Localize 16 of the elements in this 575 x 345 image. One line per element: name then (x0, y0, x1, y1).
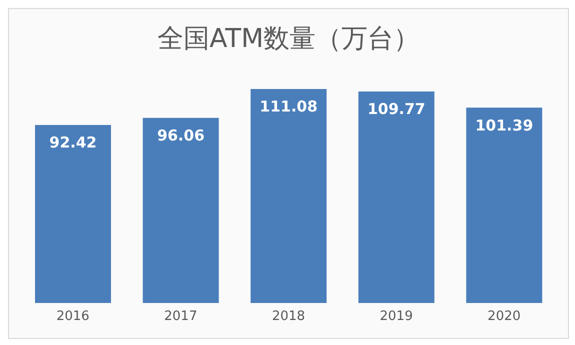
bar (35, 124, 111, 303)
bar (250, 89, 327, 303)
data-label: 92.42 (49, 134, 97, 152)
x-tick-label: 2016 (56, 309, 90, 324)
data-label: 101.39 (475, 116, 534, 134)
x-tick-label: 2020 (488, 309, 521, 324)
chart-title: 全国ATM数量（万台） (156, 23, 421, 56)
data-label: 96.06 (157, 126, 205, 145)
data-label: 109.77 (367, 100, 426, 118)
bar (466, 108, 542, 303)
x-tick-label: 2017 (164, 309, 198, 324)
x-tick-label: 2019 (380, 309, 413, 324)
bar (142, 118, 219, 303)
bar (358, 92, 434, 303)
data-label: 111.08 (260, 98, 318, 116)
x-tick-label: 2018 (272, 309, 306, 324)
